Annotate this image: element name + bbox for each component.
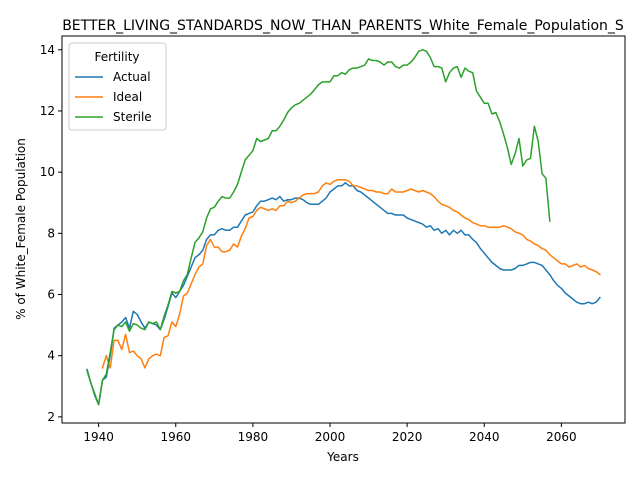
x-tick-label: 2040	[469, 430, 500, 444]
x-axis-ticks: 1940 1960 1980 2000 2020 2040 2060	[83, 423, 577, 444]
series-line-actual	[86, 182, 601, 406]
x-tick-label: 1940	[83, 430, 114, 444]
x-axis-label: Years	[326, 450, 359, 464]
legend-label-actual: Actual	[113, 70, 151, 84]
series-lines	[86, 49, 601, 406]
plot-area-frame	[61, 35, 626, 424]
x-tick-label: 1960	[160, 430, 191, 444]
y-axis-label: % of White_Female Population	[14, 138, 28, 320]
chart-title: BETTER_LIVING_STANDARDS_NOW_THAN_PARENTS…	[62, 18, 624, 34]
x-tick-label: 2020	[392, 430, 423, 444]
series-line-sterile	[86, 49, 551, 406]
x-tick-label: 2060	[546, 430, 577, 444]
y-tick-label: 14	[40, 43, 55, 57]
series-line-ideal	[101, 179, 601, 369]
legend-label-sterile: Sterile	[113, 110, 152, 124]
x-tick-label: 2000	[315, 430, 346, 444]
legend-frame	[68, 42, 167, 131]
legend-title: Fertility	[94, 50, 139, 64]
legend: Fertility Actual Ideal Sterile	[68, 42, 167, 131]
y-tick-label: 10	[40, 165, 55, 179]
y-tick-label: 4	[47, 349, 55, 363]
y-tick-label: 2	[47, 410, 55, 424]
legend-entries: Actual Ideal Sterile	[75, 70, 152, 124]
y-tick-label: 8	[47, 226, 55, 240]
y-tick-label: 6	[47, 288, 55, 302]
legend-label-ideal: Ideal	[113, 90, 142, 104]
x-tick-label: 1980	[238, 430, 269, 444]
y-tick-label: 12	[40, 104, 55, 118]
y-axis-ticks: 2 4 6 8 10 12 14	[40, 43, 62, 424]
